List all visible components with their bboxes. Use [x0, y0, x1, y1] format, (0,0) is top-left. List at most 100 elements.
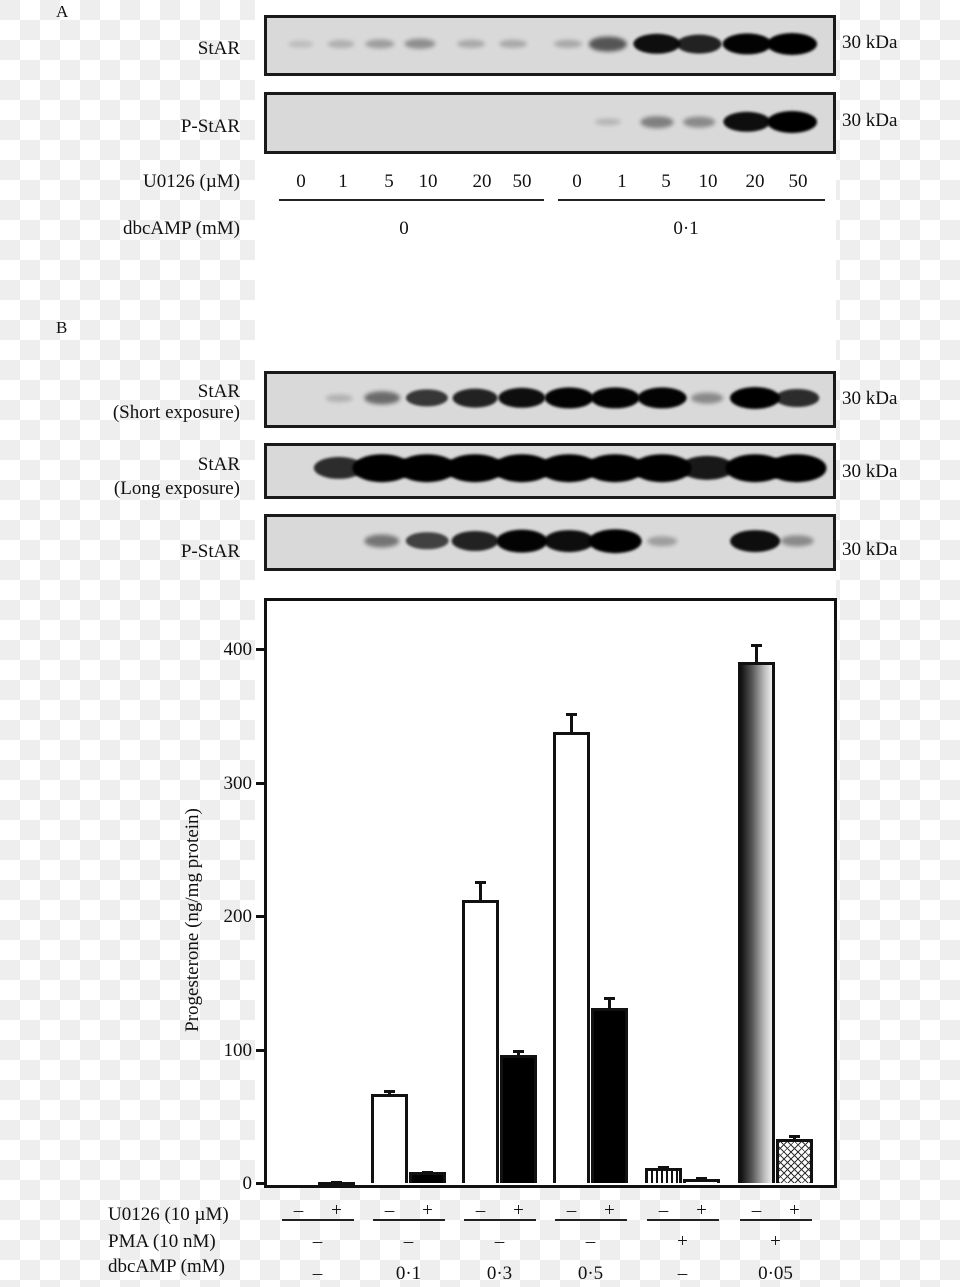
blot-b2-size-label: 30 kDa — [842, 461, 898, 482]
data-bar — [776, 1138, 813, 1183]
u0126-lane-label: 10 — [418, 171, 438, 192]
u0126-lane-label: 20 — [472, 171, 492, 192]
western-blot-star — [264, 15, 836, 76]
blot-b1-label-line2: (Short exposure) — [112, 402, 240, 423]
protein-band — [767, 111, 817, 133]
protein-band — [594, 118, 622, 126]
u0126-sign: – — [566, 1200, 577, 1221]
group-underline — [739, 1219, 812, 1221]
group-underline — [372, 1219, 445, 1221]
protein-band — [405, 389, 449, 407]
panel-a-letter: A — [56, 2, 69, 21]
error-bar-cap — [789, 1134, 800, 1138]
protein-band — [588, 529, 642, 553]
protein-band — [730, 387, 780, 409]
u0126-sign: – — [751, 1200, 762, 1221]
data-bar — [500, 1054, 537, 1183]
protein-band — [451, 530, 499, 552]
y-tick-mark — [256, 915, 266, 918]
protein-band — [730, 530, 780, 552]
u0126-treatment-label: U0126 (10 µM) — [108, 1204, 229, 1225]
y-tick-mark — [256, 648, 266, 651]
protein-band — [722, 33, 772, 55]
error-bar-cap — [513, 1049, 524, 1053]
protein-band — [499, 39, 527, 49]
group-underline-0 — [279, 199, 544, 201]
pma-sign: + — [677, 1231, 688, 1252]
u0126-lane-label: 0 — [296, 171, 306, 192]
group-underline — [463, 1219, 536, 1221]
protein-band — [365, 39, 395, 49]
y-axis-label: Progesterone (ng/mg protein) — [182, 808, 203, 1032]
protein-band — [767, 454, 827, 482]
protein-band — [723, 111, 771, 133]
dbcamp-value: – — [677, 1263, 688, 1284]
protein-band — [590, 387, 640, 409]
protein-band — [691, 392, 723, 404]
blot-b2-label-line2: (Long exposure) — [113, 478, 240, 499]
data-bar — [371, 1093, 408, 1183]
u0126-sign: + — [789, 1200, 800, 1221]
protein-band — [633, 33, 681, 55]
pma-sign: – — [494, 1231, 505, 1252]
western-blot-p-star-b — [264, 514, 836, 571]
pma-sign: – — [585, 1231, 596, 1252]
error-bar-cap — [384, 1089, 395, 1093]
protein-band — [498, 387, 546, 409]
western-blot-star-short — [264, 371, 836, 428]
dbcamp-value: 0·05 — [758, 1263, 793, 1284]
protein-band — [640, 116, 674, 128]
data-bar — [738, 662, 775, 1183]
dbcamp-row-label-a: dbcAMP (mM) — [123, 218, 240, 239]
group-underline-0-1 — [558, 199, 825, 201]
protein-band — [554, 39, 582, 49]
pma-sign: – — [312, 1231, 323, 1252]
error-bar-cap — [696, 1176, 707, 1180]
dbcamp-group-0: 0 — [399, 218, 409, 239]
protein-band — [588, 36, 628, 52]
protein-band — [680, 455, 734, 481]
u0126-sign: + — [331, 1200, 342, 1221]
dbcamp-value: 0·3 — [486, 1263, 513, 1284]
u0126-lane-label: 20 — [745, 171, 765, 192]
pma-treatment-label: PMA (10 nM) — [108, 1231, 216, 1252]
blot-a1-label: StAR — [197, 38, 240, 59]
u0126-row-label: U0126 (µM) — [143, 171, 240, 192]
protein-band — [404, 38, 436, 50]
y-tick-mark — [256, 781, 266, 785]
western-blot-star-long — [264, 443, 836, 499]
u0126-sign: – — [658, 1200, 669, 1221]
blot-b1-label-line1: StAR — [197, 381, 240, 402]
blot-a2-size-label: 30 kDa — [842, 110, 898, 131]
protein-band — [767, 33, 817, 55]
y-tick-label: 200 — [223, 906, 253, 927]
error-bar-cap — [658, 1165, 669, 1169]
protein-band — [544, 530, 594, 552]
group-underline — [646, 1219, 719, 1221]
error-bar-cap — [751, 643, 762, 647]
protein-band — [496, 529, 548, 553]
data-bar — [645, 1168, 682, 1183]
u0126-lane-label: 1 — [617, 171, 627, 192]
y-tick-label: 100 — [223, 1039, 253, 1061]
dbcamp-group-0-1: 0·1 — [673, 218, 699, 239]
error-bar-cap — [331, 1180, 342, 1184]
group-underline — [554, 1219, 627, 1221]
dbcamp-value: – — [312, 1263, 323, 1284]
u0126-sign: – — [475, 1200, 486, 1221]
blot-b3-label: P-StAR — [180, 541, 240, 562]
error-bar-cap — [604, 997, 615, 1001]
protein-band — [364, 391, 400, 405]
pma-sign: + — [770, 1231, 781, 1252]
u0126-sign: + — [604, 1200, 615, 1221]
protein-band — [647, 536, 677, 546]
protein-band — [457, 39, 485, 49]
u0126-sign: + — [422, 1200, 433, 1221]
blot-a2-label: P-StAR — [180, 116, 240, 137]
y-tick-label: 300 — [223, 772, 253, 794]
y-tick-mark — [256, 1182, 266, 1185]
u0126-lane-label: 5 — [384, 171, 394, 192]
u0126-lane-label: 5 — [661, 171, 671, 192]
blot-b3-size-label: 30 kDa — [842, 539, 898, 560]
blot-a1-size-label: 30 kDa — [842, 32, 898, 53]
